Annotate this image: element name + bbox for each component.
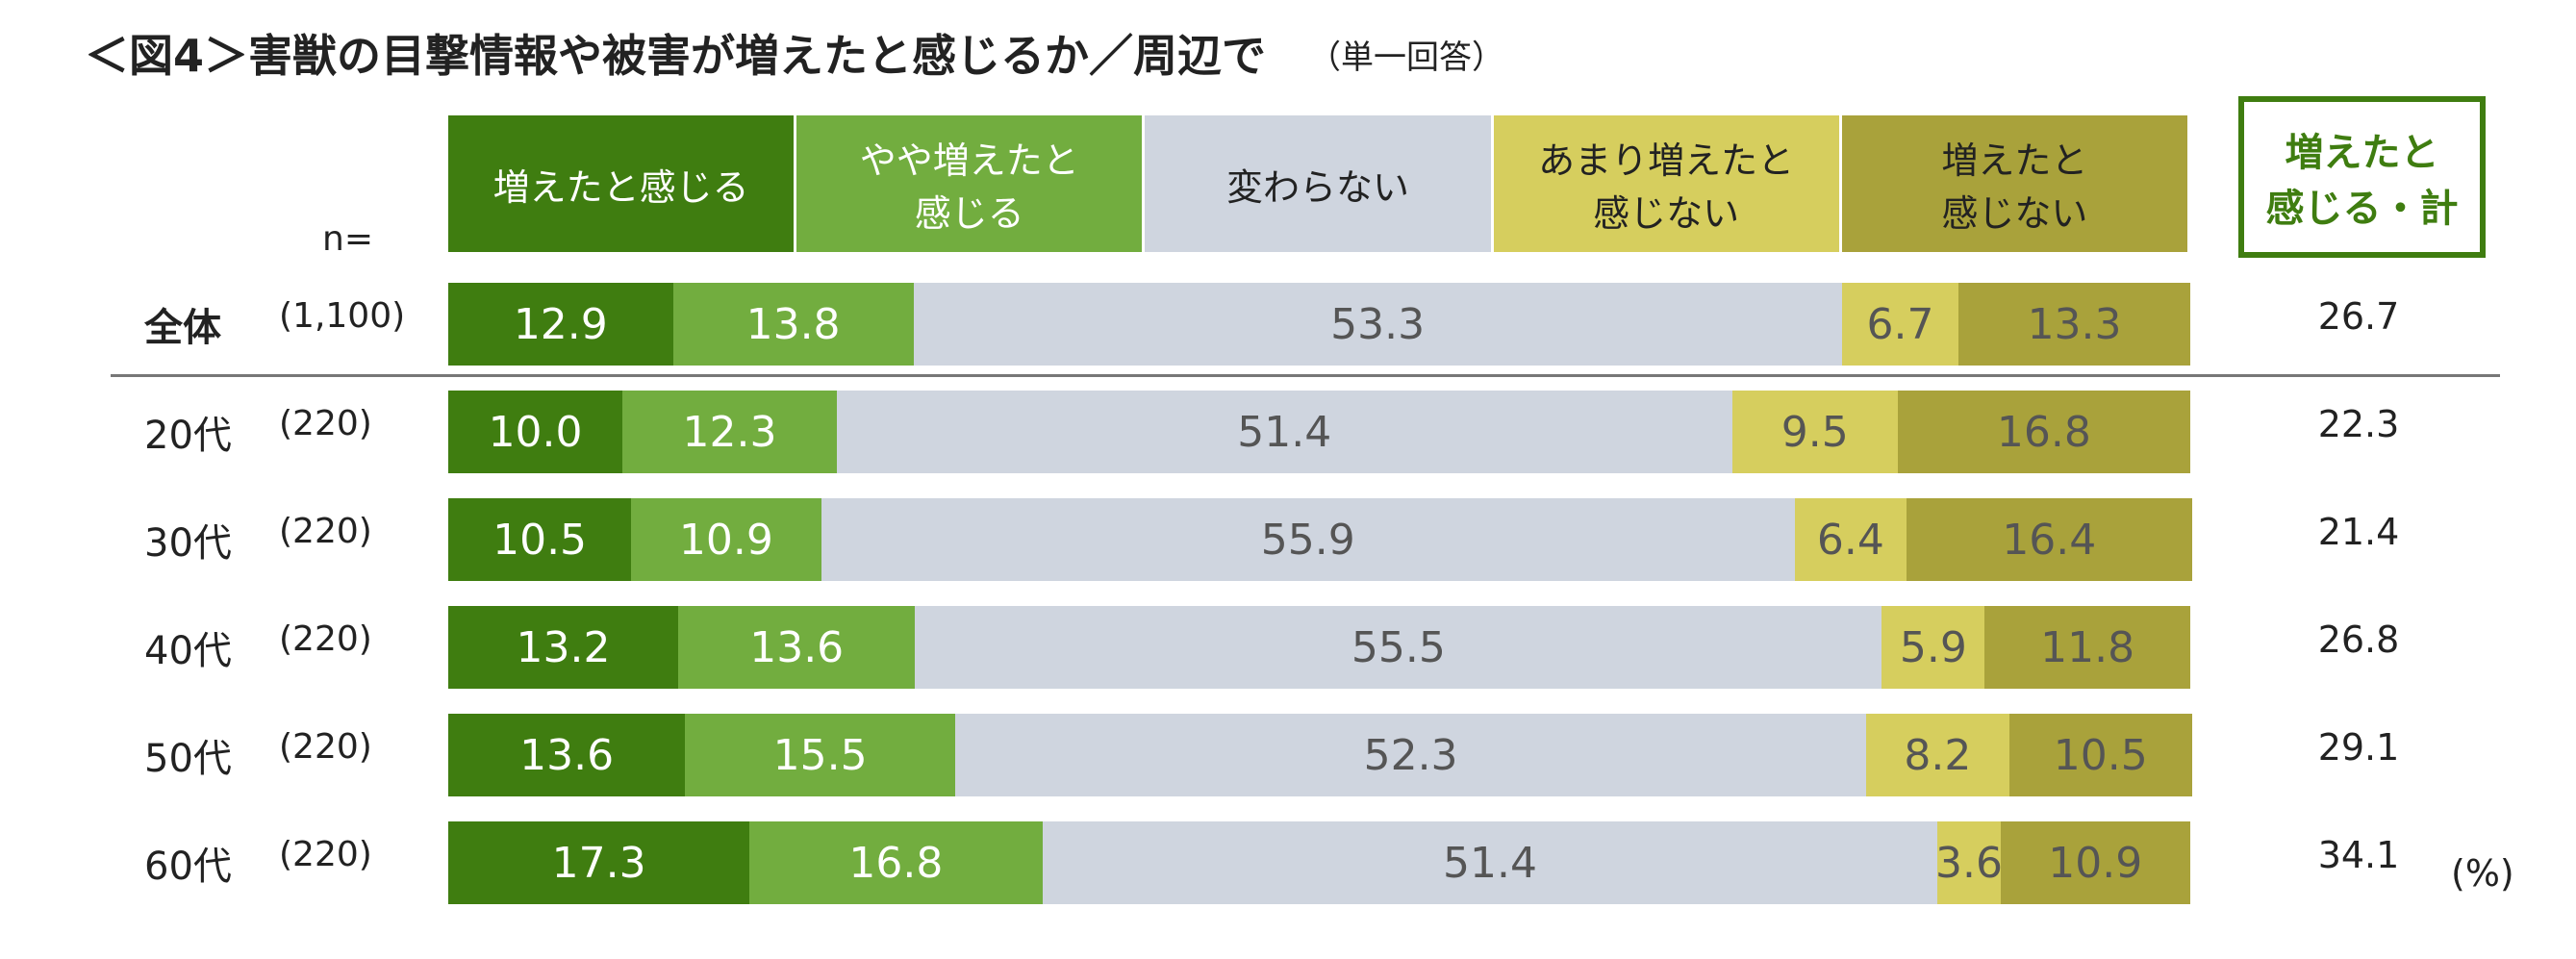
data-label: 16.4 — [2002, 515, 2097, 565]
bar-segment — [1731, 391, 1898, 473]
total-value: 21.4 — [2317, 511, 2400, 553]
data-label: 51.4 — [1442, 838, 1537, 888]
bar-segment — [448, 283, 673, 366]
legend-header: やや増えたと 感じる — [796, 115, 1143, 252]
category-label: 40代 — [144, 629, 232, 673]
bar-segment — [2008, 714, 2192, 796]
bar-segment — [631, 498, 821, 581]
bar-segment — [1841, 283, 1959, 366]
chart-title: ＜図4＞害獣の目撃情報や被害が増えたと感じるか／周辺で — [85, 30, 1267, 82]
data-label: 55.5 — [1351, 622, 1446, 672]
total-value: 22.3 — [2317, 403, 2400, 445]
total-value: 34.1 — [2317, 834, 2400, 876]
bar-segment — [448, 714, 686, 796]
bar-segment — [1794, 498, 1907, 581]
n-value: (220) — [279, 512, 372, 551]
bar-segment — [622, 391, 837, 473]
total-value: 26.7 — [2317, 295, 2400, 338]
bar-segment — [749, 821, 1043, 904]
category-label: 60代 — [144, 845, 232, 889]
bar-segment — [821, 498, 1795, 581]
category-label: 20代 — [144, 414, 232, 458]
bar-segment — [1984, 606, 2190, 689]
data-label: 52.3 — [1363, 730, 1458, 780]
bar-segment — [678, 606, 916, 689]
bar-segment — [1866, 714, 2009, 796]
legend-header: 増えたと 感じない — [1841, 115, 2187, 252]
chart-subtitle: （単一回答） — [1308, 38, 1504, 77]
data-label: 10.5 — [492, 515, 588, 565]
n-value: (220) — [279, 835, 372, 874]
n-value: (220) — [279, 619, 372, 659]
separator — [111, 374, 2500, 377]
data-label: 51.4 — [1237, 407, 1332, 457]
category-label: 全体 — [144, 306, 221, 350]
legend-header: 増えたと感じる — [448, 115, 795, 252]
data-label: 16.8 — [1996, 407, 2091, 457]
data-label: 15.5 — [772, 730, 868, 780]
bar-segment — [448, 498, 632, 581]
data-label: 10.0 — [488, 407, 583, 457]
data-label: 11.8 — [2040, 622, 2135, 672]
bar-segment — [672, 283, 914, 366]
legend-header: あまり増えたと 感じない — [1493, 115, 1839, 252]
data-label: 13.2 — [516, 622, 611, 672]
bar-segment — [448, 606, 679, 689]
data-label: 55.9 — [1260, 515, 1355, 565]
data-label: 12.9 — [513, 299, 608, 349]
data-label: 9.5 — [1780, 407, 1849, 457]
data-label: 16.8 — [848, 838, 944, 888]
category-label: 50代 — [144, 737, 232, 781]
bar-segment — [1906, 498, 2192, 581]
data-label: 10.9 — [678, 515, 773, 565]
data-label: 13.6 — [749, 622, 845, 672]
data-label: 6.7 — [1866, 299, 1934, 349]
total-value: 29.1 — [2317, 726, 2400, 769]
category-label: 30代 — [144, 521, 232, 566]
data-label: 8.2 — [1904, 730, 1972, 780]
n-label: n= — [322, 219, 373, 259]
bar-segment — [1958, 283, 2190, 366]
data-label: 12.3 — [682, 407, 777, 457]
data-label: 13.6 — [519, 730, 615, 780]
bar-segment — [1897, 391, 2190, 473]
data-label: 6.4 — [1816, 515, 1884, 565]
bar-segment — [913, 283, 1842, 366]
n-value: (220) — [279, 404, 372, 443]
n-value: (1,100) — [279, 296, 406, 336]
total-value: 26.8 — [2317, 618, 2400, 661]
bar-segment — [448, 391, 623, 473]
unit-label: (%) — [2451, 852, 2514, 895]
bar-segment — [1881, 606, 1985, 689]
bar-segment — [1937, 821, 2001, 904]
data-label: 13.3 — [2027, 299, 2122, 349]
data-label: 10.5 — [2053, 730, 2148, 780]
bar-segment — [448, 821, 750, 904]
total-header: 増えたと 感じる・計 — [2238, 96, 2486, 258]
bar-segment — [836, 391, 1732, 473]
bar-segment — [955, 714, 1867, 796]
data-label: 53.3 — [1330, 299, 1426, 349]
data-label: 10.9 — [2048, 838, 2143, 888]
n-value: (220) — [279, 727, 372, 767]
bar-segment — [1042, 821, 1938, 904]
data-label: 13.8 — [745, 299, 841, 349]
data-label: 3.6 — [1934, 838, 2003, 888]
bar-segment — [2000, 821, 2190, 904]
legend-header: 変わらない — [1145, 115, 1491, 252]
data-label: 5.9 — [1899, 622, 1967, 672]
bar-segment — [685, 714, 955, 796]
data-label: 17.3 — [551, 838, 646, 888]
bar-segment — [915, 606, 1882, 689]
